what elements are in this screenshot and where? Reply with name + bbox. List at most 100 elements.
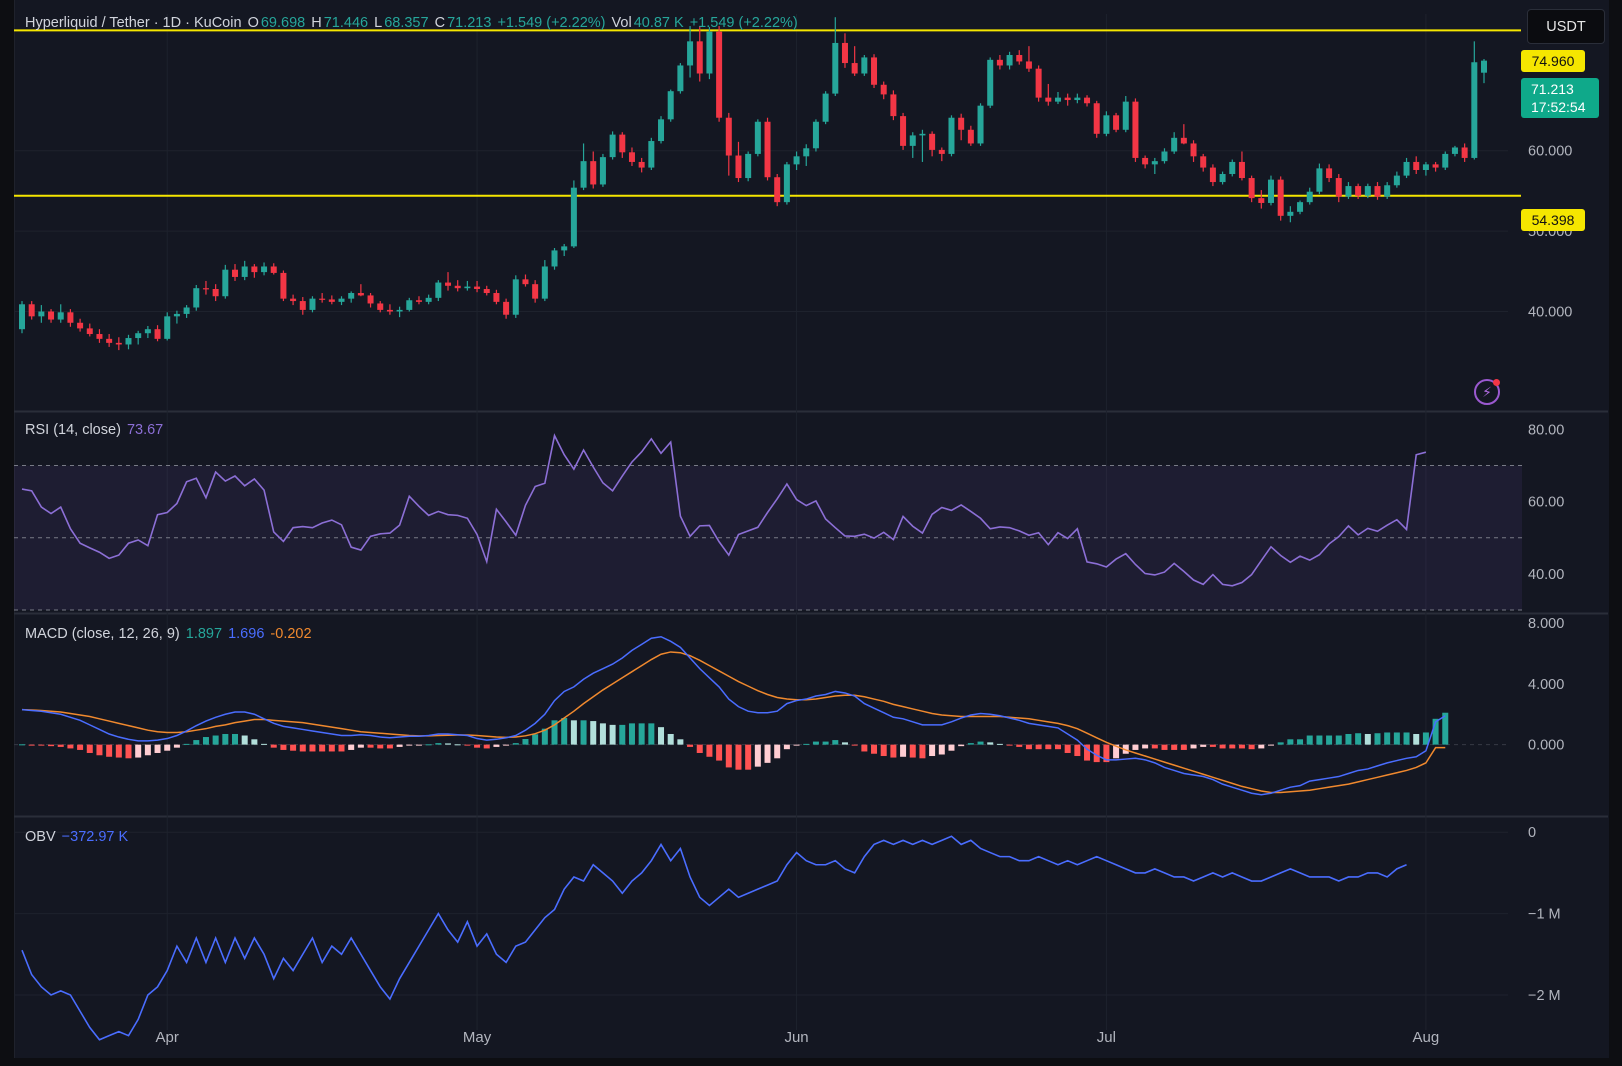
macd-histogram-bar <box>445 743 452 745</box>
candle <box>590 161 597 185</box>
candle <box>1132 101 1139 158</box>
macd-histogram-bar <box>144 744 151 756</box>
candle <box>716 31 723 118</box>
macd-histogram-bar <box>406 744 413 746</box>
candle <box>725 117 732 156</box>
macd-histogram-bar <box>609 724 616 745</box>
macd-histogram-bar <box>503 744 510 746</box>
macd-histogram-bar <box>1074 744 1081 757</box>
candle <box>803 148 810 157</box>
candle <box>1461 147 1468 158</box>
rsi-tick-label: 60.00 <box>1528 495 1564 511</box>
macd-histogram-bar <box>396 744 403 747</box>
macd-hist-value: -0.202 <box>270 626 312 642</box>
candle <box>1393 175 1400 186</box>
macd-histogram-bar <box>1403 732 1410 745</box>
candle <box>251 266 258 273</box>
candle <box>193 288 200 308</box>
macd-histogram-bar <box>1316 735 1323 745</box>
obv-value: −372.97 K <box>61 829 129 845</box>
candle <box>841 42 848 64</box>
candle <box>1432 164 1439 168</box>
candle <box>232 269 239 277</box>
candle <box>483 288 490 294</box>
candle <box>57 312 64 320</box>
macd-histogram-bar <box>212 735 219 745</box>
macd-histogram-bar <box>1442 712 1449 745</box>
macd-histogram-bar <box>996 743 1003 745</box>
macd-histogram-bar <box>1171 744 1178 750</box>
candle <box>541 266 548 299</box>
macd-histogram-bar <box>367 744 374 748</box>
macd-histogram-bar <box>193 740 200 745</box>
macd-histogram-bar <box>1413 733 1420 745</box>
candle <box>677 65 684 92</box>
macd-histogram-bar <box>1113 744 1120 759</box>
macd-histogram-bar <box>1054 744 1061 750</box>
candle <box>706 31 713 74</box>
candle <box>735 155 742 179</box>
candle <box>638 161 645 168</box>
macd-histogram-bar <box>232 733 239 745</box>
macd-histogram-bar <box>1393 732 1400 745</box>
candle <box>202 288 209 290</box>
candle <box>667 91 674 120</box>
macd-histogram-bar <box>1132 744 1139 750</box>
lightning-icon[interactable]: ⚡ <box>1474 379 1500 405</box>
macd-histogram-bar <box>1345 733 1352 745</box>
candle <box>1113 115 1120 130</box>
macd-histogram-bar <box>880 744 887 757</box>
candle <box>1326 168 1333 179</box>
macd-histogram-bar <box>590 721 597 745</box>
macd-histogram-bar <box>890 744 897 758</box>
macd-line <box>21 635 1446 796</box>
macd-histogram-bar <box>919 744 926 759</box>
candle <box>474 286 481 289</box>
candle <box>270 266 277 273</box>
candle <box>599 157 606 185</box>
macd-tick-label: 4.000 <box>1528 677 1564 693</box>
candle <box>115 342 122 345</box>
candle <box>977 105 984 144</box>
candle <box>987 59 994 106</box>
macd-histogram-bar <box>832 740 839 745</box>
candle <box>1103 115 1110 134</box>
macd-histogram-bar <box>261 743 268 745</box>
rsi-tick-label: 40.00 <box>1528 567 1564 583</box>
candle <box>1035 68 1042 98</box>
macd-histogram-bar <box>783 744 790 750</box>
candle <box>648 141 655 168</box>
volume-change: +1.549 (+2.22%) <box>689 15 798 31</box>
macd-histogram-bar <box>938 744 945 755</box>
candle <box>1171 137 1178 152</box>
obv-line <box>21 835 1407 1041</box>
support-price-tag: 54.398 <box>1521 209 1585 231</box>
candle <box>1403 161 1410 176</box>
obv-tick-label: −1 M <box>1528 907 1561 923</box>
macd-histogram-bar <box>1374 733 1381 745</box>
macd-histogram-bar <box>77 744 84 750</box>
macd-histogram-bar <box>493 744 500 747</box>
obv-legend: OBV −372.97 K <box>25 829 130 845</box>
candle <box>774 177 781 203</box>
macd-histogram-bar <box>38 744 45 746</box>
macd-histogram-bar <box>696 744 703 753</box>
macd-histogram-bar <box>1064 744 1071 753</box>
macd-histogram-bar <box>348 744 355 750</box>
macd-histogram-bar <box>251 739 258 745</box>
macd-tick-label: 8.000 <box>1528 616 1564 632</box>
candle <box>851 63 858 74</box>
macd-histogram-bar <box>1297 739 1304 745</box>
macd-histogram-bar <box>1045 744 1052 750</box>
macd-histogram-bar <box>764 744 771 763</box>
macd-histogram-bar <box>987 742 994 745</box>
candle <box>1422 164 1429 170</box>
macd-histogram-bar <box>290 744 297 751</box>
macd-histogram-bar <box>299 744 306 752</box>
open-label: O <box>247 15 259 31</box>
currency-button[interactable]: USDT <box>1527 9 1605 44</box>
macd-histogram-bar <box>745 744 752 770</box>
candle <box>522 279 529 285</box>
candle <box>1151 161 1158 165</box>
